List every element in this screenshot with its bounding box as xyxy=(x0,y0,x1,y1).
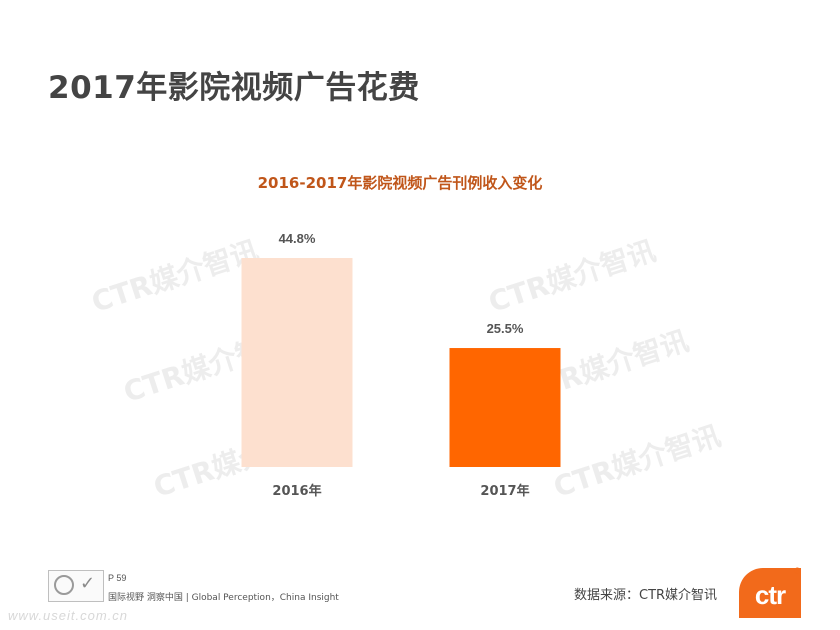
category-label-1: 2017年 xyxy=(480,483,529,499)
value-label-0: 44.8% xyxy=(279,231,316,246)
chart-title: 2016-2017年影院视频广告刊例收入变化 xyxy=(257,174,543,192)
certification-badge: ✓ xyxy=(48,570,104,602)
checkmark-icon: ✓ xyxy=(80,573,96,593)
category-label-0: 2016年 xyxy=(272,483,321,499)
ctr-logo: ctr xyxy=(739,568,801,618)
registered-mark: ® xyxy=(794,566,801,576)
bar-1 xyxy=(449,348,561,467)
footer-tagline: 国际视野 洞察中国 | Global Perception，China Insi… xyxy=(108,593,339,603)
value-label-1: 25.5% xyxy=(487,321,524,336)
page-title: 2017年影院视频广告花费 xyxy=(48,70,420,106)
page-number: P 59 xyxy=(108,573,127,583)
data-source: 数据来源：CTR媒介智讯 xyxy=(574,588,718,603)
site-watermark: www.useit.com.cn xyxy=(8,608,129,623)
certification-seal-icon xyxy=(54,575,74,595)
bar-0 xyxy=(241,258,353,467)
ctr-logo-text: ctr xyxy=(754,580,786,610)
